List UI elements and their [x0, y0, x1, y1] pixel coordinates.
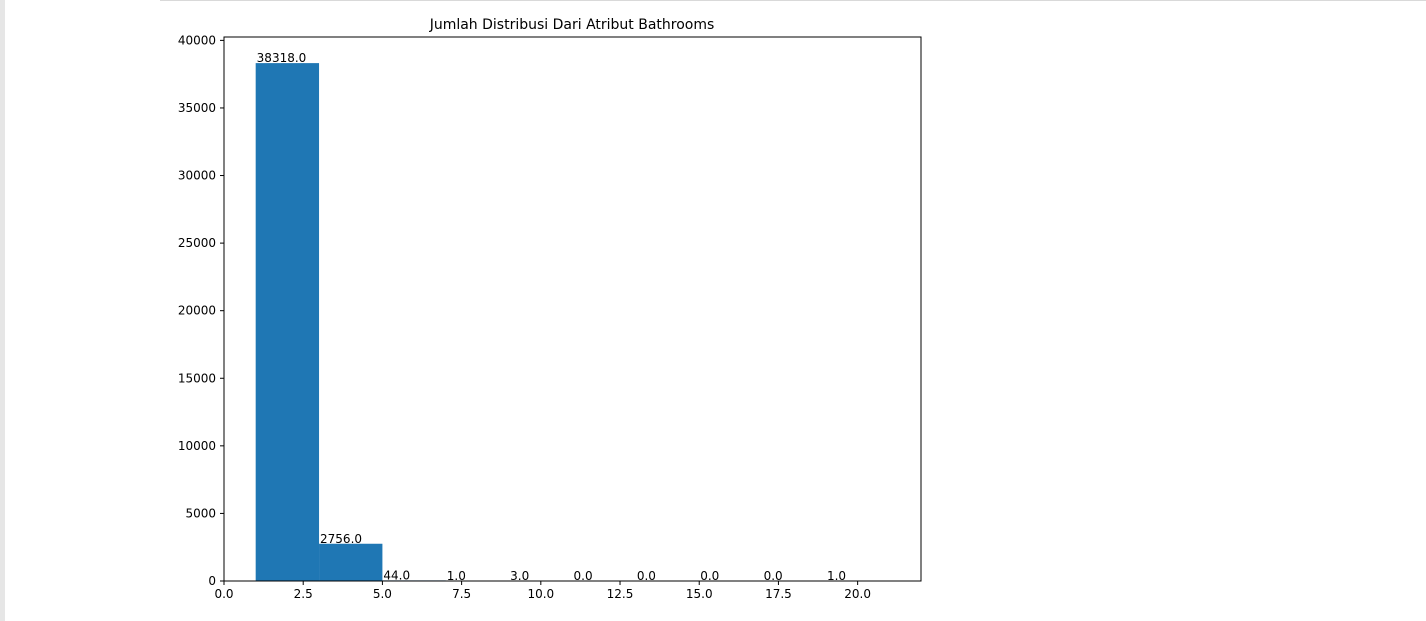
x-tick-label: 5.0 — [373, 587, 392, 601]
x-tick-label: 12.5 — [607, 587, 634, 601]
bar-value-label: 3.0 — [510, 569, 529, 583]
x-tick-label: 10.0 — [527, 587, 554, 601]
left-gutter — [0, 0, 5, 621]
plot-frame — [223, 36, 922, 582]
bar-value-label: 2756.0 — [320, 532, 362, 546]
x-tick-label: 20.0 — [844, 587, 871, 601]
bar-value-label: 44.0 — [383, 568, 410, 582]
bar-value-label: 0.0 — [764, 569, 783, 583]
y-tick-label: 30000 — [178, 169, 216, 183]
x-tick-label: 17.5 — [765, 587, 792, 601]
y-tick-label: 20000 — [178, 304, 216, 318]
bar-value-label: 0.0 — [700, 569, 719, 583]
bar-value-label: 0.0 — [574, 569, 593, 583]
histogram-bar — [255, 63, 320, 581]
cell-divider — [160, 0, 1426, 1]
x-tick-label: 15.0 — [686, 587, 713, 601]
x-tick-label: 7.5 — [452, 587, 471, 601]
bar-value-label: 0.0 — [637, 569, 656, 583]
y-tick-label: 0 — [208, 574, 216, 588]
bar-value-label: 1.0 — [447, 569, 466, 583]
y-tick-label: 40000 — [178, 33, 216, 47]
x-tick-label: 2.5 — [294, 587, 313, 601]
bars-group — [255, 63, 890, 581]
y-tick-label: 10000 — [178, 439, 216, 453]
y-tick-label: 15000 — [178, 371, 216, 385]
histogram-bar — [319, 543, 383, 581]
y-tick-label: 35000 — [178, 101, 216, 115]
data-labels-group: 38318.0 2756.0 44.0 1.0 3.0 0.0 0.0 0.0 0.0 1.0 — [257, 51, 846, 583]
chart-title: Jumlah Distribusi Dari Atribut Bathrooms — [429, 17, 715, 33]
axes-group: 0.0 2.5 5.0 7.5 10.0 12.5 15.0 17.5 20.0 0 5000 100… — [178, 33, 922, 601]
y-tick-label: 25000 — [178, 236, 216, 250]
x-tick-label: 0.0 — [214, 587, 233, 601]
y-tick-label: 5000 — [185, 506, 216, 520]
bar-value-label: 38318.0 — [257, 51, 307, 65]
bar-value-label: 1.0 — [827, 569, 846, 583]
